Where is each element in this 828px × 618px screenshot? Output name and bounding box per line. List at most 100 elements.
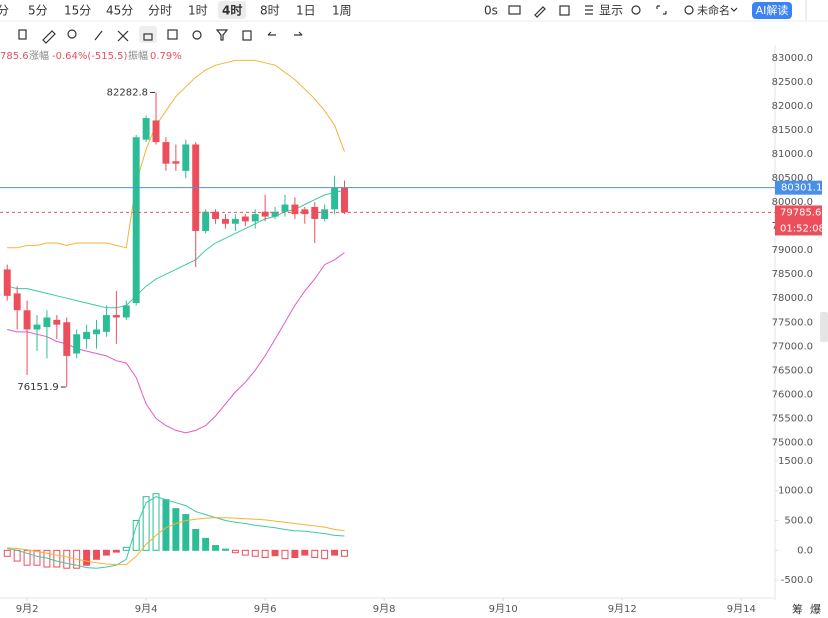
delete-icon[interactable]: [242, 30, 252, 41]
candle-body: [122, 305, 130, 318]
ai-label[interactable]: AI解读: [756, 3, 789, 17]
timeframe-tab[interactable]: 15分: [64, 4, 91, 18]
camera-icon[interactable]: [508, 5, 521, 15]
display-icon[interactable]: [585, 5, 593, 15]
candle-body: [341, 187, 348, 213]
timeframe-tab[interactable]: 5分: [28, 4, 48, 18]
countdown: 01:52:08: [780, 223, 825, 234]
chevron-icon[interactable]: [730, 7, 738, 12]
timeframe-tab[interactable]: 分: [0, 4, 9, 18]
undo-icon[interactable]: [267, 31, 276, 36]
ruler-icon[interactable]: [42, 30, 56, 44]
active-tab[interactable]: [218, 1, 246, 19]
timeframe-tab[interactable]: 8时: [260, 4, 280, 18]
macd-bar: [132, 520, 140, 551]
note-icon[interactable]: [167, 29, 178, 40]
cloud-icon[interactable]: [684, 5, 694, 15]
last-price-tag: [775, 205, 822, 236]
pen-icon[interactable]: [534, 6, 546, 18]
footer-chip[interactable]: 筹: [792, 602, 803, 616]
y-tick-label: 77500.0: [772, 317, 813, 328]
macd-bar: [311, 549, 319, 558]
last-price-label: 79785.6: [780, 207, 821, 218]
filter-icon[interactable]: [215, 29, 229, 41]
timeframe-tab[interactable]: 4时: [222, 3, 242, 18]
info-change-label: 涨幅: [29, 49, 49, 62]
drawing-tools[interactable]: [18, 26, 303, 44]
footer-chip[interactable]: 爆: [810, 602, 821, 616]
macd-bar: [192, 528, 200, 551]
candle-body: [13, 293, 21, 311]
price-tag: [775, 180, 822, 195]
candle-body: [23, 310, 31, 330]
fullscreen-icon[interactable]: [656, 5, 667, 15]
macd-bar: [261, 549, 269, 558]
timeframe-tab[interactable]: 1时: [188, 4, 208, 18]
candle-body: [93, 329, 100, 335]
macd-bar: [212, 545, 220, 551]
y-tick-label: 75000.0: [772, 437, 813, 448]
layout-name[interactable]: 未命名: [697, 3, 730, 17]
candle-body: [281, 204, 289, 212]
timeframe-tab[interactable]: 1周: [332, 4, 352, 18]
candle-body: [182, 144, 190, 171]
info-amplitude: 0.79%: [150, 51, 182, 62]
macd-bar: [33, 549, 41, 566]
candle-body: [231, 218, 239, 224]
y-tick-label: 78500.0: [772, 269, 813, 280]
y-tick-label: 81000.0: [772, 149, 813, 160]
indicator-line: [7, 517, 345, 566]
top-right-tools[interactable]: [508, 0, 828, 342]
y-tick-label: 79000.0: [772, 245, 813, 256]
y-tick-label: 77000.0: [772, 341, 813, 352]
redo-icon[interactable]: [294, 31, 303, 36]
display-label[interactable]: 显示: [599, 4, 623, 18]
brush-icon[interactable]: [94, 30, 103, 41]
info-amplitude-label: 振幅: [128, 49, 148, 62]
y-tick-label: 76500.0: [772, 365, 813, 376]
settings-icon[interactable]: [631, 5, 641, 15]
y-tick-label: 0.0: [797, 545, 813, 556]
candle-body: [73, 334, 81, 354]
timeframe-tab[interactable]: 1日: [296, 4, 316, 18]
info-price: 785.6: [0, 51, 29, 62]
low-annotation: 76151.9: [17, 382, 58, 393]
candle-body: [261, 211, 269, 217]
macd-bar: [93, 549, 100, 560]
y-tick-label: 1000.0: [778, 486, 813, 497]
macd-bar: [182, 514, 190, 551]
timeframe-tab[interactable]: 45分: [106, 4, 133, 18]
box-icon[interactable]: [559, 5, 570, 16]
y-tick-label: 81500.0: [772, 125, 813, 136]
timeframe-tab[interactable]: 分时: [148, 4, 172, 18]
macd-bar: [102, 549, 110, 556]
copy-icon[interactable]: [18, 29, 27, 40]
magnet-icon[interactable]: [192, 30, 202, 40]
ai-button[interactable]: [752, 2, 792, 19]
x-tick-label: 9月6: [254, 603, 277, 615]
candle-body: [331, 187, 339, 210]
macd-bar: [172, 508, 180, 551]
candle-body: [172, 161, 180, 164]
candle-body: [112, 315, 120, 318]
macd-bar: [241, 549, 249, 556]
candle-body: [251, 214, 259, 222]
macd-bar: [23, 549, 31, 566]
candle-body: [53, 319, 61, 325]
y-tick-label: 1500.0: [778, 456, 813, 467]
macd-bar: [231, 549, 239, 554]
candle-body: [291, 204, 299, 215]
zoom-icon[interactable]: [67, 29, 77, 39]
candle-body: [241, 216, 249, 222]
y-tick-label: 83000.0: [772, 53, 813, 64]
macd-bar: [202, 537, 210, 551]
candle-body: [63, 322, 71, 356]
scroll-handle[interactable]: [820, 312, 828, 342]
measure-icon[interactable]: [117, 30, 129, 42]
macd-bar: [341, 549, 348, 557]
timer[interactable]: 0s: [484, 4, 498, 18]
lock-icon[interactable]: [143, 33, 153, 41]
x-tick-label: 9月4: [135, 603, 158, 615]
candle-body: [202, 211, 210, 231]
